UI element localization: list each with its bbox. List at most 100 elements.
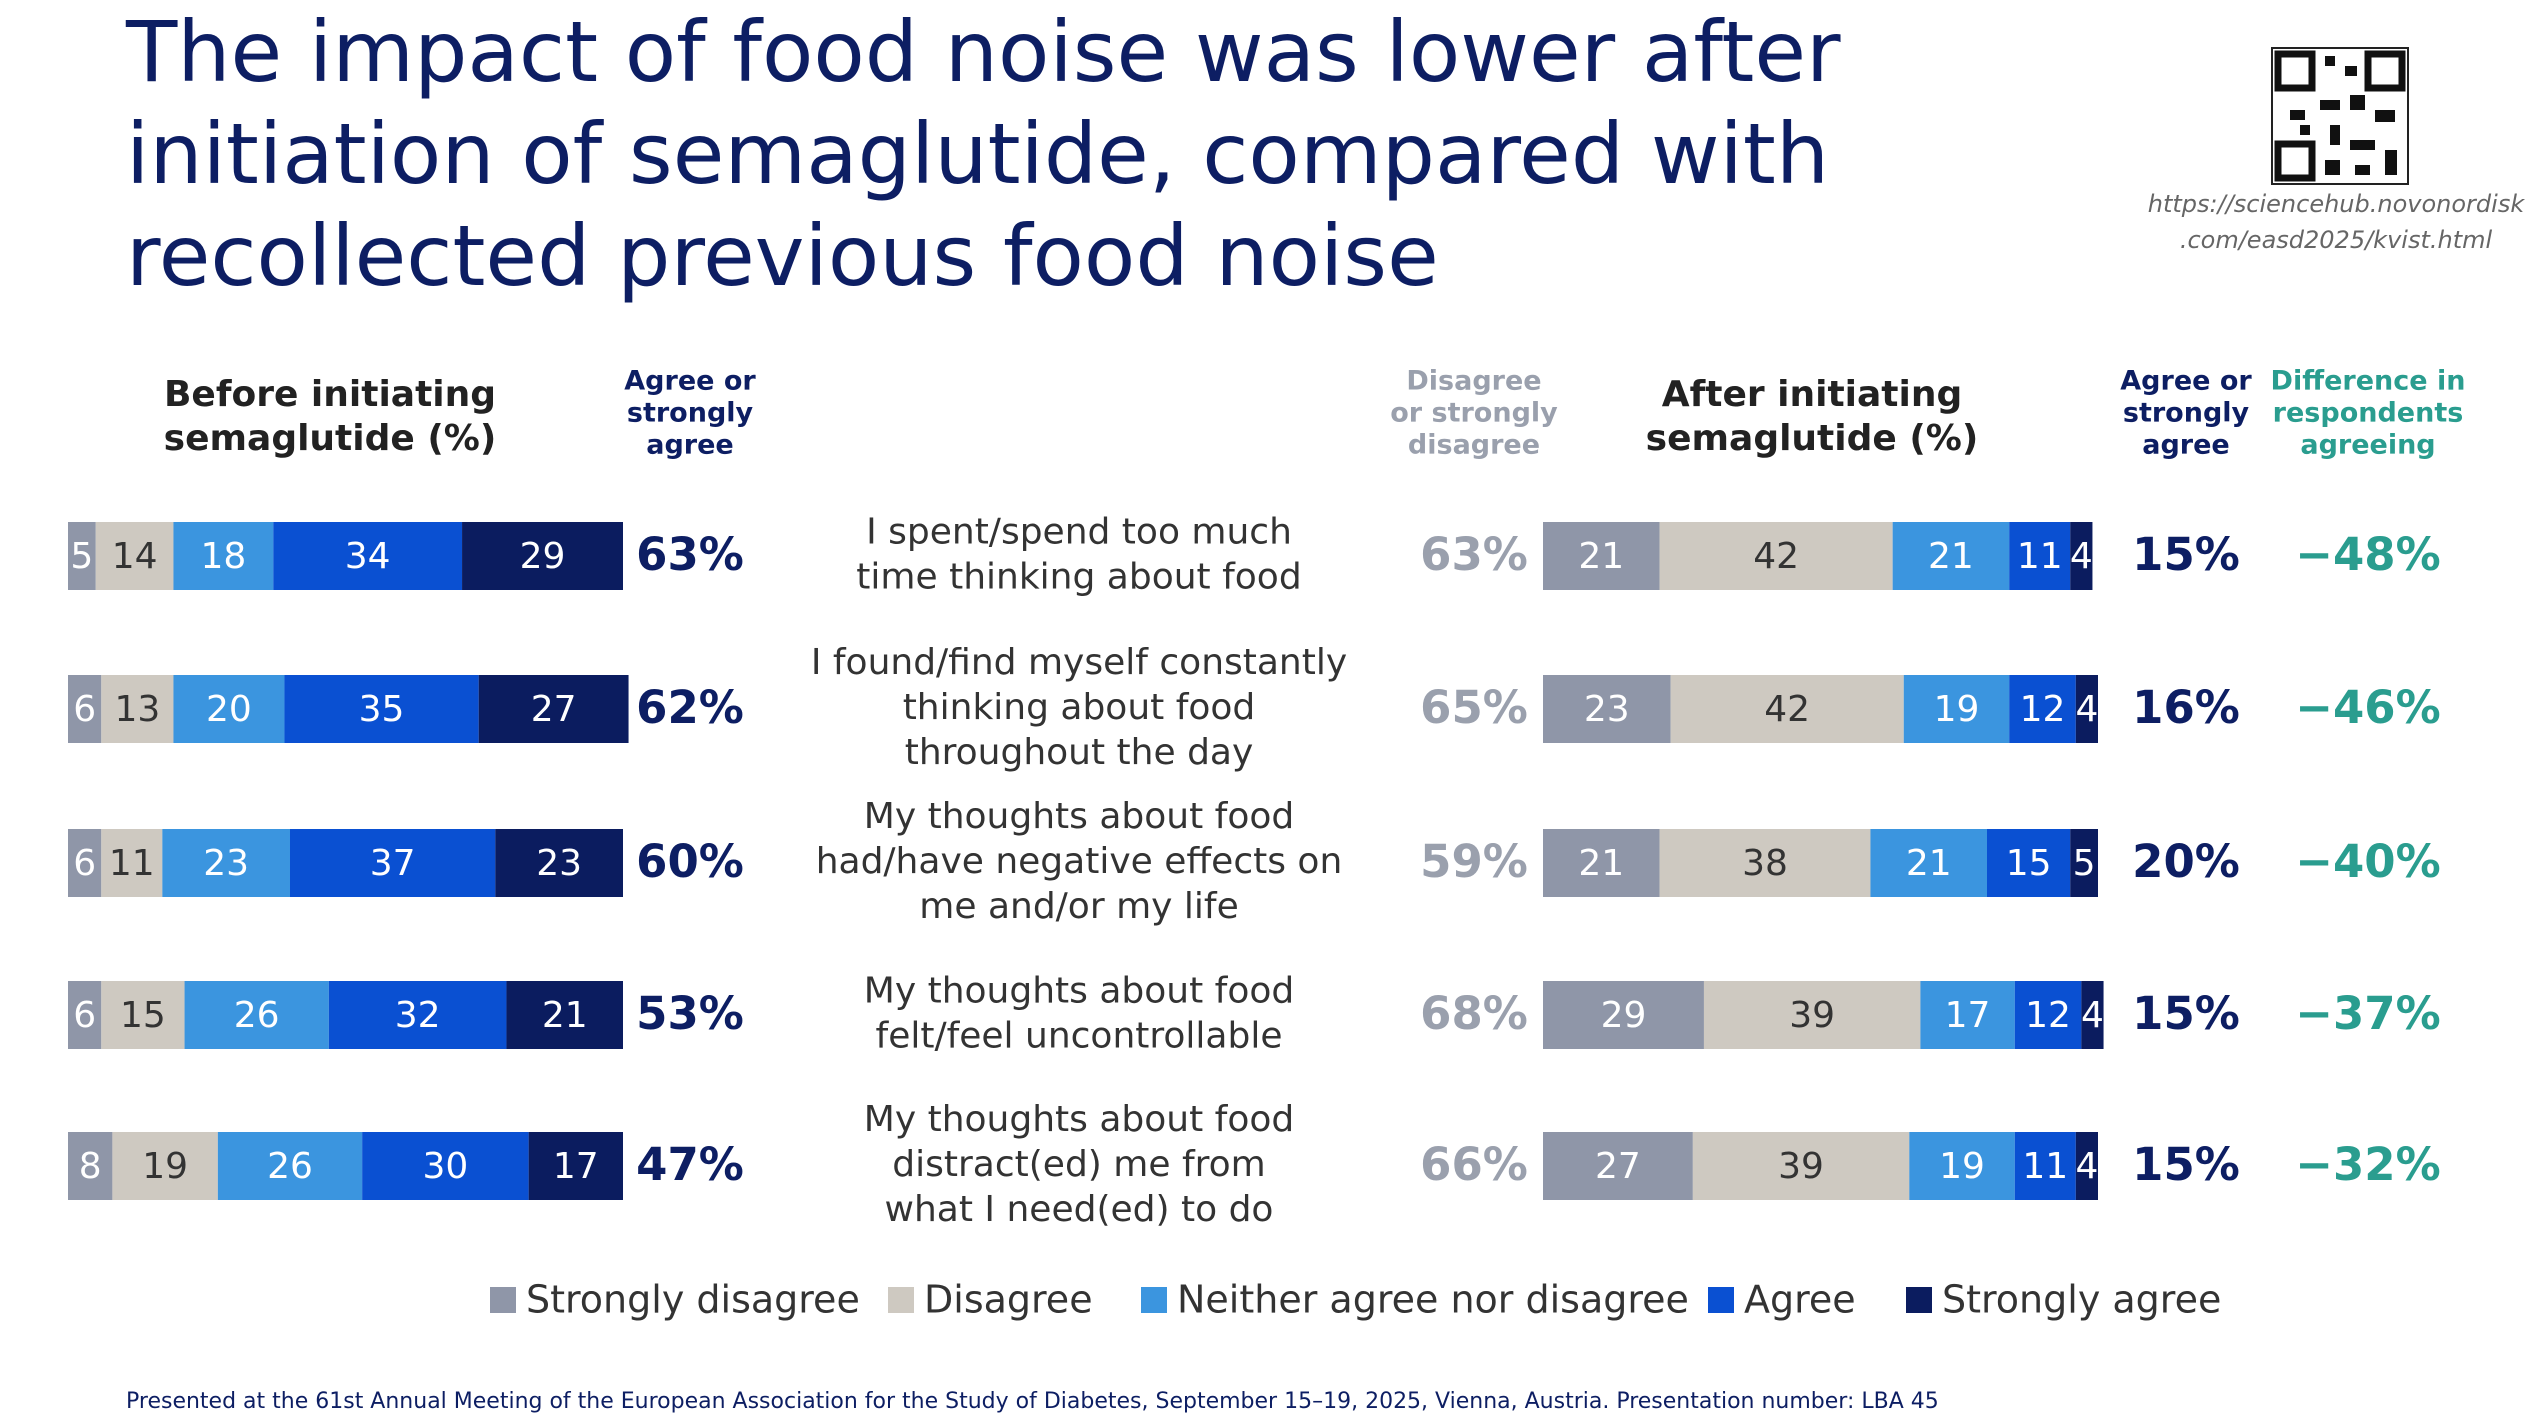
title: recollected previous food noise [126,207,1439,305]
statement: thinking about food [903,687,1256,728]
column-value: 15% [2132,987,2240,1040]
bar-segment [1659,829,1871,897]
legend-swatch [1708,1287,1734,1313]
column-header: Difference in [2271,366,2466,397]
segment-label: 39 [1778,1146,1824,1187]
column-header: Agree or [624,366,756,397]
statement: had/have negative effects on [816,841,1343,882]
segment-label: 19 [1934,689,1980,730]
bar-segment [2070,829,2098,897]
legend-label: Strongly disagree [526,1278,860,1322]
bar-segment [1692,1132,1910,1200]
bar-segment [528,1132,623,1200]
segment-label: 11 [109,843,155,884]
column-header: strongly [627,398,754,429]
segment-label: 21 [1578,536,1624,577]
bar-segment [1892,522,2010,590]
bar-segment [1543,981,1704,1049]
bar-segment [101,829,163,897]
segment-label: 4 [2070,536,2093,577]
column-value: 68% [1420,987,1528,1040]
bar-segment [1703,981,1921,1049]
bar-segment [173,522,274,590]
segment-label: 11 [2022,1146,2068,1187]
bar-segment [284,675,479,743]
legend-swatch [490,1287,516,1313]
chart-title: semaglutide (%) [1646,418,1979,459]
column-value: 60% [636,835,744,888]
qr-url: .com/easd2025/kvist.html [2180,226,2493,254]
statement: My thoughts about food [864,1099,1294,1140]
footer: Presented at the 61st Annual Meeting of … [126,1389,1939,1414]
legend-swatch [1906,1287,1932,1313]
qr-finder [2364,50,2406,92]
segment-label: 23 [203,843,249,884]
segment-label: 39 [1789,995,1835,1036]
column-value: 16% [2132,681,2240,734]
column-value: −40% [2295,835,2440,888]
legend-swatch [888,1287,914,1313]
chart-title: After initiating [1662,374,1963,415]
column-value: 15% [2132,1138,2240,1191]
segment-label: 6 [73,843,96,884]
segment-label: 20 [206,689,252,730]
bar-segment [101,981,185,1049]
bar-segment [273,522,463,590]
bar-segment [1659,522,1893,590]
column-header: agree [646,430,734,461]
bar-segment [68,829,102,897]
segment-label: 19 [142,1146,188,1187]
statement: My thoughts about food [864,971,1294,1012]
bar-segment [2014,981,2082,1049]
statement: I found/find myself constantly [811,642,1347,683]
segment-label: 32 [395,995,441,1036]
column-value: 66% [1420,1138,1528,1191]
column-header: agreeing [2300,430,2435,461]
bar-segment [328,981,507,1049]
column-value: 20% [2132,835,2240,888]
statement: I spent/spend too much [866,512,1292,553]
statement: distract(ed) me from [892,1144,1265,1185]
column-header: respondents [2273,398,2464,429]
bar-segment [2075,675,2098,743]
segment-label: 11 [2017,536,2063,577]
segment-label: 5 [2073,843,2096,884]
column-header: disagree [1408,430,1540,461]
segment-label: 13 [114,689,160,730]
bar-segment [68,522,96,590]
bar-segment [1909,1132,2015,1200]
legend-label: Neither agree nor disagree [1177,1278,1689,1322]
column-value: 63% [636,528,744,581]
column-header: or strongly [1390,398,1558,429]
bar-segment [173,675,285,743]
segment-label: 42 [1753,536,1799,577]
segment-label: 5 [70,536,93,577]
bar-segment [68,1132,113,1200]
bar-segment [2075,1132,2098,1200]
bar-segment [184,981,329,1049]
segment-label: 17 [553,1146,599,1187]
column-header: Agree or [2120,366,2252,397]
segment-label: 4 [2075,1146,2098,1187]
title: initiation of semaglutide, compared with [126,105,1829,203]
bar-segment [1670,675,1904,743]
bar-segment [68,675,102,743]
segment-label: 8 [79,1146,102,1187]
segment-label: 38 [1742,843,1788,884]
bar-segment [95,522,174,590]
qr-code [2271,47,2409,185]
statement: me and/or my life [919,886,1238,927]
segment-label: 42 [1764,689,1810,730]
segment-label: 37 [370,843,416,884]
segment-label: 14 [112,536,158,577]
column-value: 15% [2132,528,2240,581]
bar-segment [290,829,496,897]
bar-segment [2014,1132,2076,1200]
bar-segment [101,675,174,743]
segment-label: 27 [531,689,577,730]
segment-label: 12 [2020,689,2066,730]
statement: throughout the day [905,732,1254,773]
qr-finder [2274,140,2316,182]
statement: My thoughts about food [864,796,1294,837]
segment-label: 23 [536,843,582,884]
